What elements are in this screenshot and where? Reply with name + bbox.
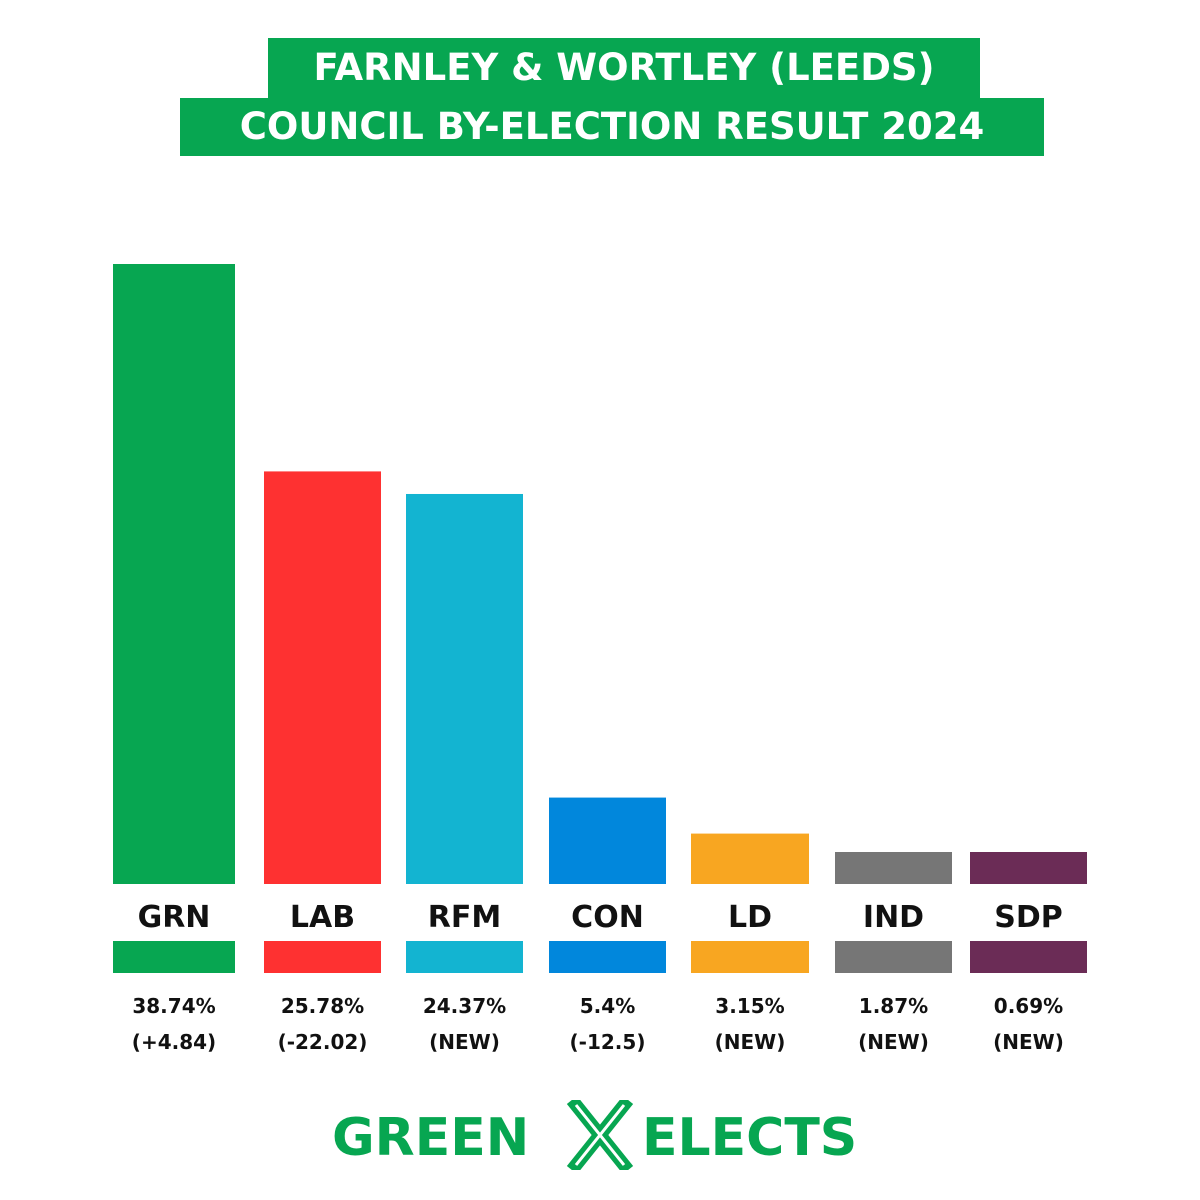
value-label-lab: 25.78% <box>281 994 364 1018</box>
bar-grn <box>113 264 235 884</box>
category-label-rfm: RFM <box>428 900 501 935</box>
value-label-sdp: 0.69% <box>994 994 1063 1018</box>
value-label-rfm: 24.37% <box>423 994 506 1018</box>
swatch-con <box>549 941 666 973</box>
category-label-grn: GRN <box>138 900 211 935</box>
change-label-ind: (NEW) <box>858 1030 929 1054</box>
title-line-2: COUNCIL BY-ELECTION RESULT 2024 <box>180 98 1044 156</box>
value-label-ld: 3.15% <box>715 994 784 1018</box>
category-label-sdp: SDP <box>994 900 1063 935</box>
swatch-grn <box>113 941 235 973</box>
change-label-ld: (NEW) <box>715 1030 786 1054</box>
change-label-con: (-12.5) <box>570 1030 646 1054</box>
x-cross-icon <box>566 1100 634 1170</box>
bar-ld <box>691 833 809 884</box>
category-label-ind: IND <box>863 900 924 935</box>
change-label-grn: (+4.84) <box>132 1030 216 1054</box>
bar-con <box>549 797 666 884</box>
value-label-con: 5.4% <box>580 994 635 1018</box>
change-label-rfm: (NEW) <box>429 1030 500 1054</box>
change-label-lab: (-22.02) <box>278 1030 368 1054</box>
logo-text-left: GREEN <box>332 1108 529 1168</box>
bar-rfm <box>406 493 523 884</box>
value-label-grn: 38.74% <box>132 994 215 1018</box>
category-label-ld: LD <box>728 900 772 935</box>
swatch-lab <box>264 941 381 973</box>
change-label-sdp: (NEW) <box>993 1030 1064 1054</box>
swatch-ld <box>691 941 809 973</box>
bar-sdp <box>970 852 1087 884</box>
category-label-con: CON <box>571 900 644 935</box>
value-label-ind: 1.87% <box>859 994 928 1018</box>
bar-lab <box>264 471 381 884</box>
category-label-lab: LAB <box>290 900 355 935</box>
swatch-rfm <box>406 941 523 973</box>
swatch-ind <box>835 941 952 973</box>
logo-text-right: ELECTS <box>642 1108 857 1168</box>
swatch-sdp <box>970 941 1087 973</box>
bar-ind <box>835 852 952 884</box>
title-line-1: FARNLEY & WORTLEY (LEEDS) <box>268 38 980 98</box>
green-elects-logo: GREEN ELECTS <box>332 1100 857 1170</box>
